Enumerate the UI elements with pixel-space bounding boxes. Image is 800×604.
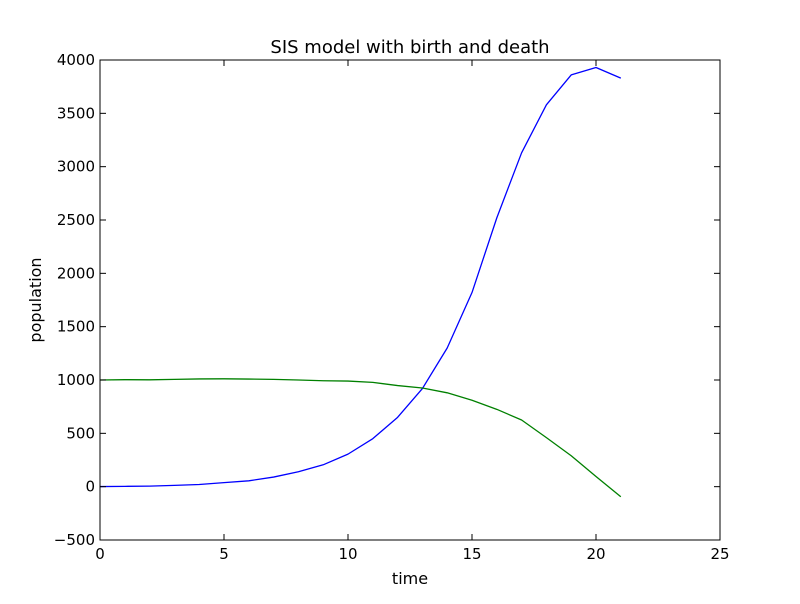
chart-title: SIS model with birth and death	[270, 37, 549, 58]
x-tick-label: 15	[462, 545, 481, 563]
series-layer	[99, 66, 622, 498]
y-tick-label: 2500	[57, 211, 95, 229]
y-tick-label: 1000	[57, 371, 95, 389]
series-line-1	[99, 66, 622, 488]
y-axis-label: population	[26, 257, 45, 342]
y-tick-label: 500	[66, 424, 95, 442]
y-tick-label: 3000	[57, 158, 95, 176]
series-line-2	[99, 378, 622, 498]
x-tick-label: 20	[586, 545, 605, 563]
ticks-layer: 0 5 10 15 20 25−50005001000150020002500300035…	[54, 51, 730, 563]
y-tick-label: 3500	[57, 104, 95, 122]
x-tick-label: 25	[710, 545, 729, 563]
y-tick-label: −500	[54, 531, 95, 549]
y-tick-label: 1500	[57, 318, 95, 336]
x-tick-label: 0	[95, 545, 105, 563]
y-tick-label: 0	[85, 478, 95, 496]
y-tick-label: 2000	[57, 264, 95, 282]
x-tick-label: 10	[338, 545, 357, 563]
plot-area-frame	[99, 59, 721, 541]
x-tick-label: 5	[219, 545, 229, 563]
y-tick-label: 4000	[57, 51, 95, 69]
x-axis-label: time	[392, 569, 428, 588]
